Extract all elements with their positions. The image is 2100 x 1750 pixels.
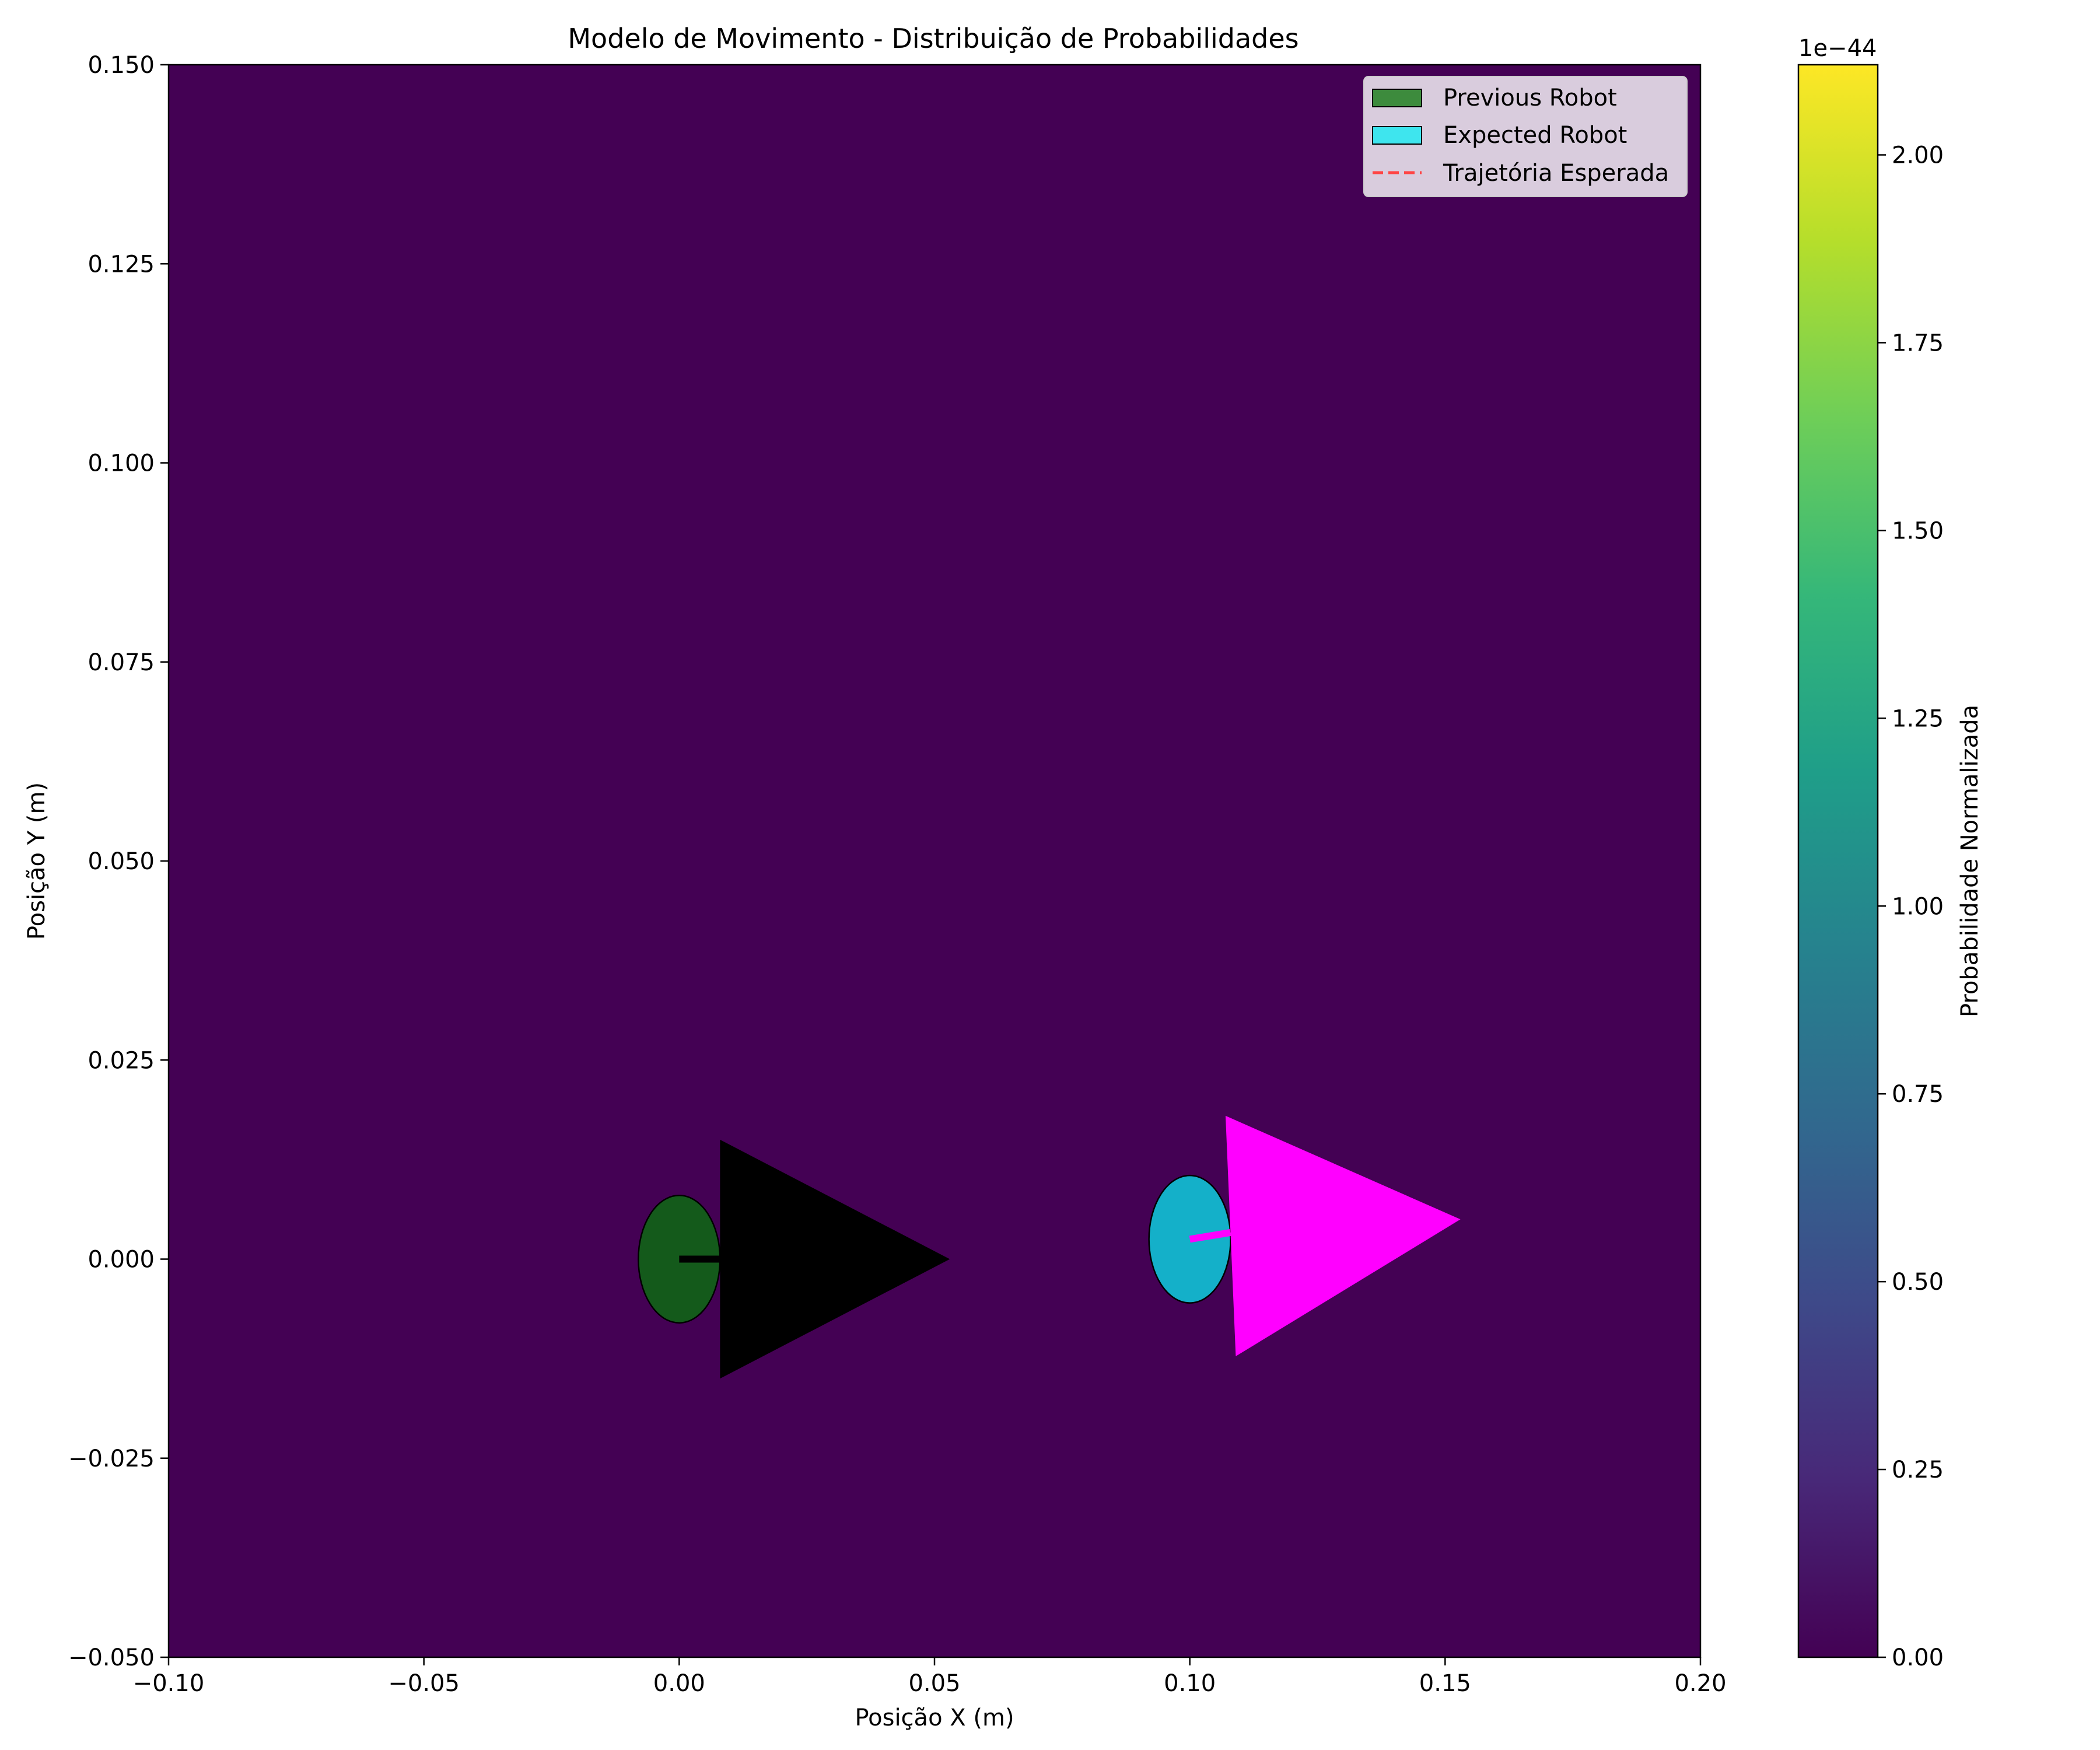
- colorbar-tick-label: 0.75: [1892, 1081, 1944, 1108]
- colorbar: 1e−44 0.00 0.25 0.50 0.75 1.00 1.25 1.50 1.75 2.…: [1797, 35, 1983, 1671]
- colorbar-label: Probabilidade Normalizada: [1957, 705, 1983, 1017]
- previous-robot-arrow: [720, 1139, 950, 1379]
- y-tick-label: 0.025: [88, 1047, 155, 1074]
- colorbar-tick-label: 1.50: [1892, 517, 1944, 544]
- y-axis-label: Posição Y (m): [23, 782, 50, 940]
- robots-layer: [638, 1115, 1461, 1379]
- heatmap-field: [169, 65, 1700, 1657]
- colorbar-tick-label: 1.25: [1892, 705, 1944, 732]
- x-tick-label: −0.10: [133, 1670, 205, 1697]
- y-tick-label: 0.100: [88, 450, 155, 477]
- y-tick-label: 0.075: [88, 649, 155, 676]
- y-tick-label: 0.150: [88, 52, 155, 79]
- x-axis-ticks: −0.10 −0.05 0.00 0.05 0.10 0.15 0.20: [133, 1657, 1727, 1697]
- colorbar-ticks: 0.00 0.25 0.50 0.75 1.00 1.25 1.50 1.75 2.00: [1878, 142, 1944, 1671]
- colorbar-tick-label: 1.00: [1892, 893, 1944, 920]
- y-tick-label: 0.050: [88, 848, 155, 875]
- colorbar-tick-label: 0.00: [1892, 1644, 1944, 1671]
- x-tick-label: 0.05: [908, 1670, 960, 1697]
- expected-robot-arrow: [1225, 1115, 1461, 1357]
- legend-swatch-expected-robot: [1372, 126, 1422, 145]
- chart-title: Modelo de Movimento - Distribuição de Pr…: [568, 23, 1298, 54]
- y-tick-label: 0.125: [88, 251, 155, 278]
- legend-label-trajetoria: Trajetória Esperada: [1443, 160, 1669, 187]
- x-tick-label: 0.10: [1164, 1670, 1216, 1697]
- y-tick-label: −0.050: [68, 1644, 155, 1671]
- colorbar-offset-text: 1e−44: [1798, 35, 1877, 62]
- x-tick-label: −0.05: [388, 1670, 460, 1697]
- legend-swatch-previous-robot: [1372, 89, 1422, 107]
- plot-area: [167, 64, 1702, 1658]
- x-axis-label: Posição X (m): [855, 1704, 1014, 1731]
- colorbar-gradient: [1797, 64, 1879, 1658]
- legend: Previous Robot Expected Robot Trajetória…: [1363, 76, 1688, 197]
- y-axis-ticks: −0.050 −0.025 0.000 0.025 0.050 0.075 0.100 0.1…: [68, 52, 169, 1671]
- y-tick-label: 0.000: [88, 1247, 155, 1273]
- x-tick-label: 0.00: [653, 1670, 705, 1697]
- legend-label-previous-robot: Previous Robot: [1443, 85, 1617, 111]
- colorbar-tick-label: 0.25: [1892, 1457, 1944, 1483]
- expected-robot-heading: [1189, 1229, 1231, 1243]
- x-tick-label: 0.15: [1419, 1670, 1471, 1697]
- y-tick-label: −0.025: [68, 1446, 155, 1472]
- colorbar-tick-label: 2.00: [1892, 142, 1944, 169]
- colorbar-tick-label: 0.50: [1892, 1269, 1944, 1296]
- legend-box: [1363, 76, 1688, 197]
- colorbar-tick-label: 1.75: [1892, 330, 1944, 356]
- x-tick-label: 0.20: [1674, 1670, 1726, 1697]
- legend-label-expected-robot: Expected Robot: [1443, 122, 1627, 149]
